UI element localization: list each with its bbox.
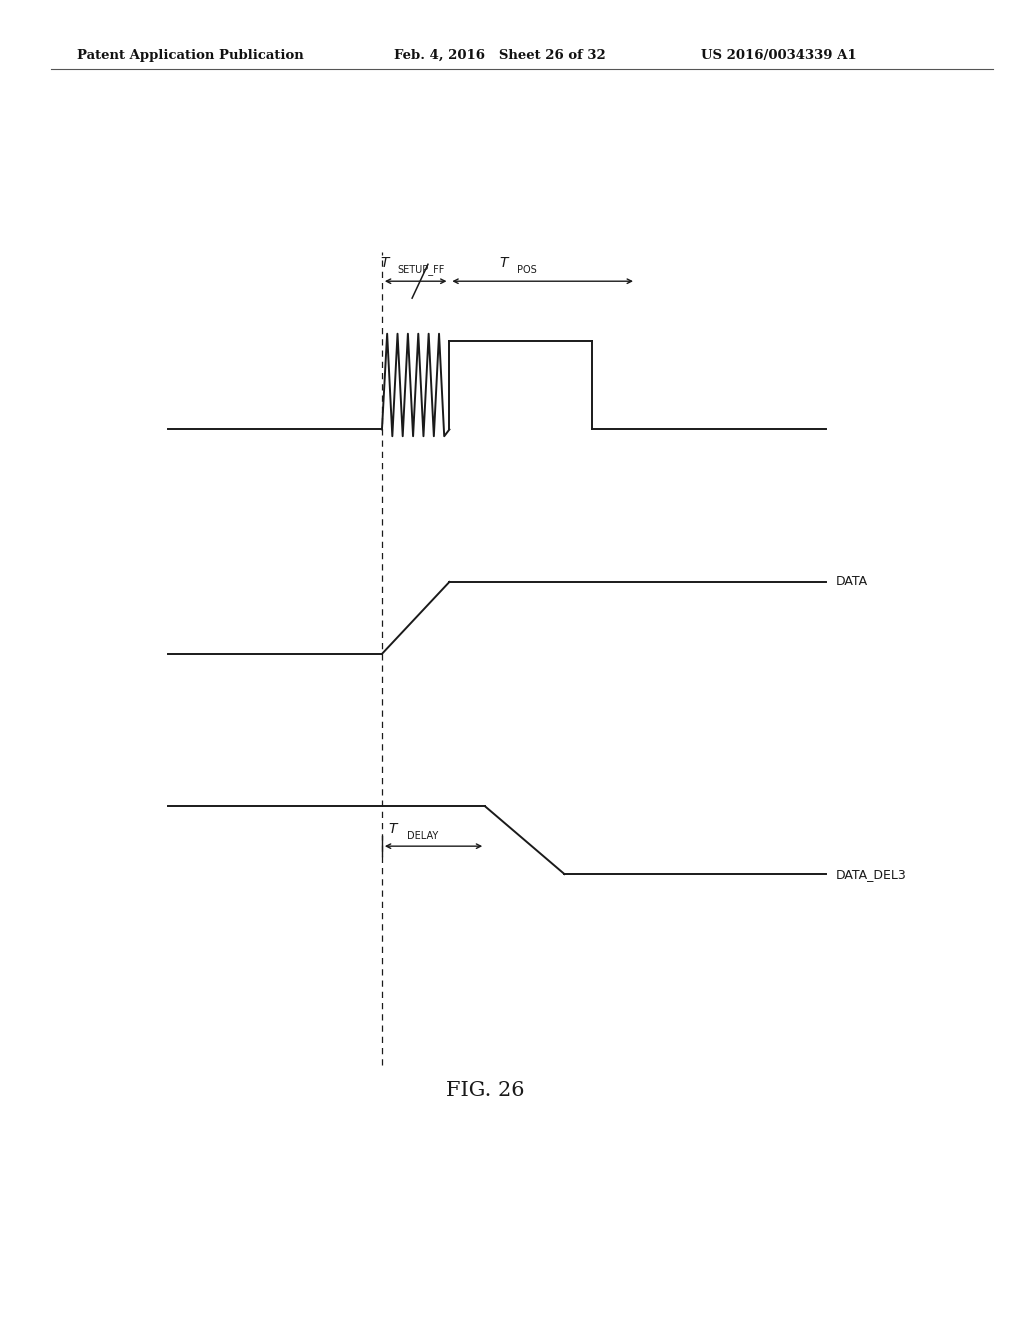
- Text: T: T: [388, 822, 397, 836]
- Text: DATA_DEL3: DATA_DEL3: [836, 867, 906, 880]
- Text: Patent Application Publication: Patent Application Publication: [77, 49, 303, 62]
- Text: DATA: DATA: [836, 576, 868, 589]
- Text: POS: POS: [517, 265, 537, 276]
- Text: T: T: [380, 256, 389, 271]
- Text: SETUP_FF: SETUP_FF: [398, 264, 445, 276]
- Text: Feb. 4, 2016   Sheet 26 of 32: Feb. 4, 2016 Sheet 26 of 32: [394, 49, 606, 62]
- Text: FIG. 26: FIG. 26: [445, 1081, 524, 1100]
- Text: DELAY: DELAY: [408, 832, 438, 841]
- Text: US 2016/0034339 A1: US 2016/0034339 A1: [701, 49, 857, 62]
- Text: T: T: [499, 256, 508, 271]
